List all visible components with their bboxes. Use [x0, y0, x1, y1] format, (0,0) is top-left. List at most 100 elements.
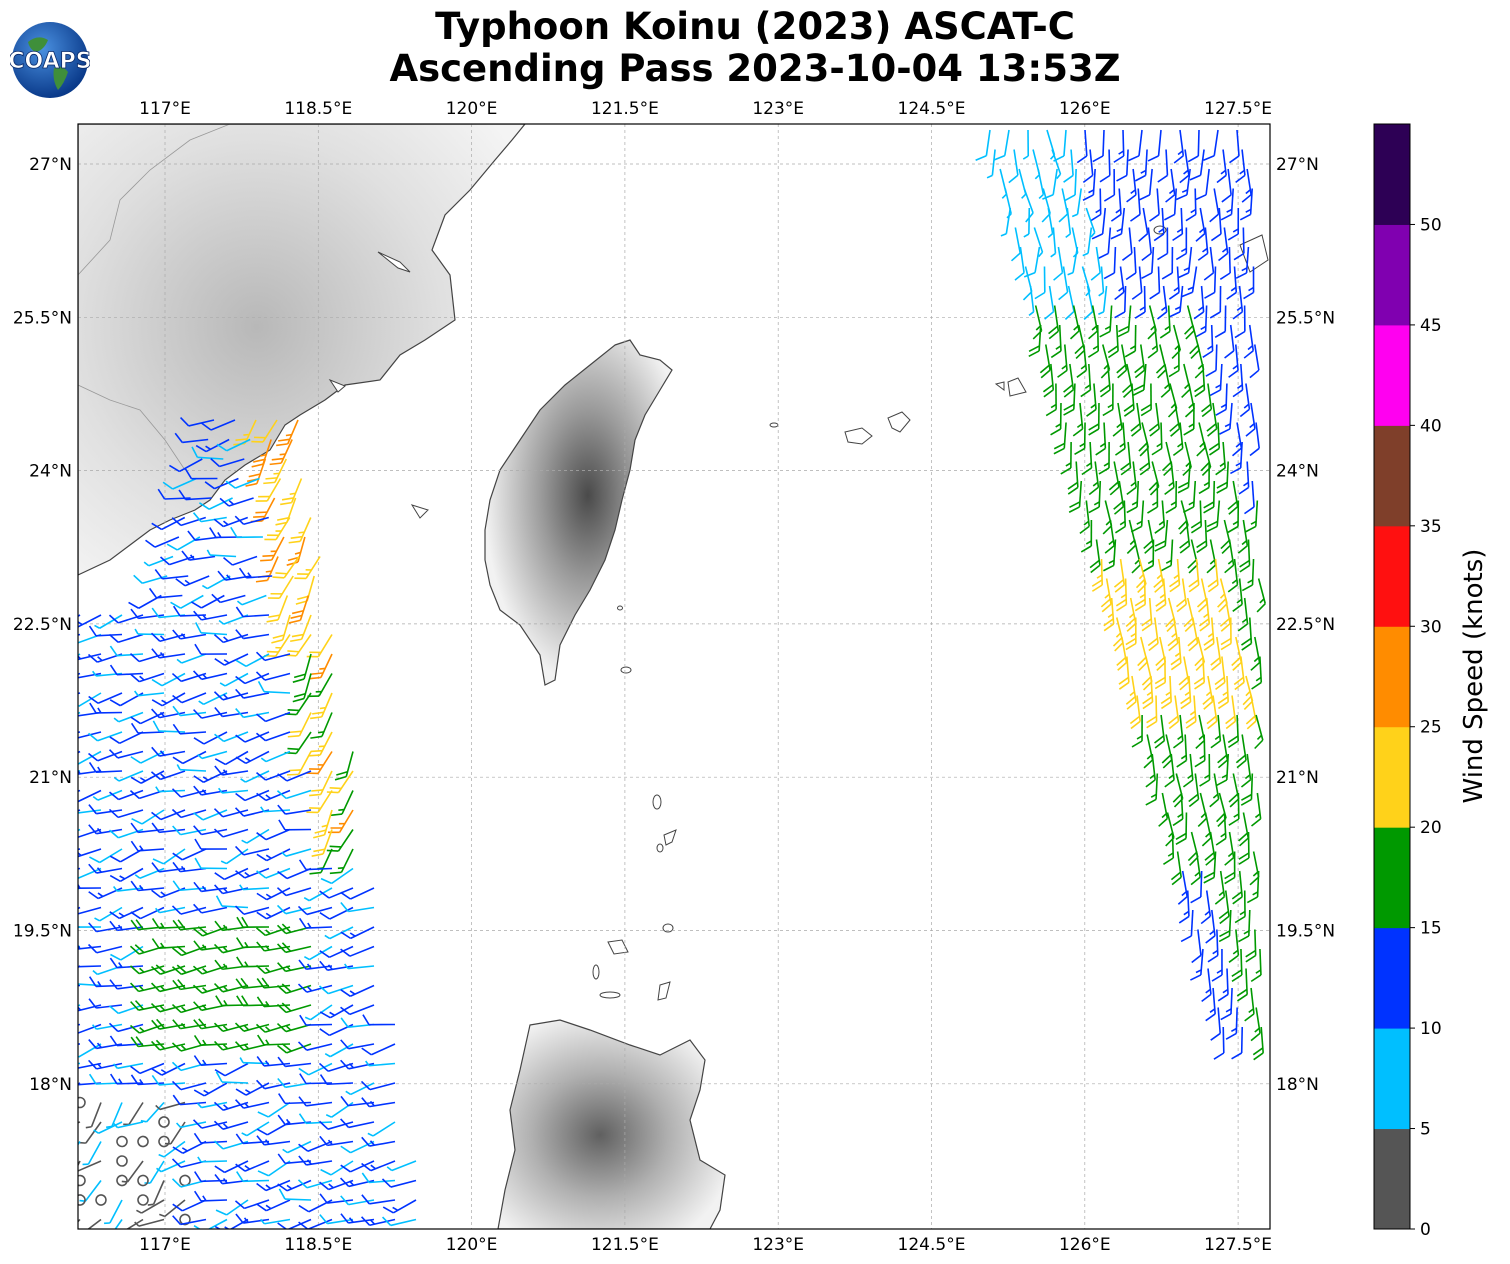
wind-barb — [1235, 149, 1246, 184]
wind-barb — [256, 977, 291, 989]
wind-barb — [172, 825, 207, 836]
wind-barb — [1203, 480, 1216, 514]
lon-tick-label: 123°E — [752, 1235, 804, 1255]
wind-barb — [130, 1062, 165, 1075]
map-title-line1: Typhoon Koinu (2023) ASCAT-C — [435, 5, 1075, 48]
wind-barb — [158, 1116, 170, 1128]
wind-barb — [1088, 461, 1100, 496]
wind-barb — [1117, 305, 1132, 338]
wind-barb — [1088, 402, 1100, 436]
wind-barb — [1147, 129, 1162, 162]
wind-barb — [361, 1194, 396, 1205]
wind-barb — [1079, 500, 1090, 535]
wind-barb — [1227, 480, 1239, 515]
wind-barb — [1168, 695, 1180, 730]
wind-barb — [1163, 188, 1178, 221]
wind-barb — [1130, 500, 1145, 533]
wind-barb — [1159, 305, 1171, 339]
wind-barb — [78, 672, 102, 679]
wind-barb — [361, 1043, 396, 1056]
wind-barb — [150, 770, 186, 781]
wind-barb — [340, 902, 375, 913]
wind-barb — [1076, 129, 1088, 164]
wind-barb — [1141, 227, 1152, 262]
wind-barb — [1082, 168, 1096, 201]
wind-barb — [197, 750, 228, 760]
wind-barb — [140, 1101, 165, 1123]
wind-barb — [1071, 188, 1083, 218]
fujian-coast-islands — [328, 251, 429, 519]
coaps-logo: COAPS — [10, 22, 90, 98]
wind-barb — [319, 1214, 354, 1225]
wind-barb — [277, 1056, 312, 1068]
wind-barb — [1165, 480, 1178, 514]
wind-barb — [310, 712, 333, 739]
wind-barb — [1209, 188, 1220, 223]
wind-barb — [1158, 792, 1169, 827]
wind-barb — [340, 1140, 375, 1154]
wind-barb — [1133, 363, 1147, 396]
wind-barb — [1236, 968, 1248, 1002]
lat-tick-label: 21°N — [29, 768, 72, 788]
wind-barb — [239, 1057, 270, 1065]
wind-barb — [193, 709, 228, 719]
wind-barb — [298, 1096, 333, 1107]
wind-barb — [1169, 285, 1184, 318]
wind-barb — [1128, 129, 1143, 162]
wind-barb — [1126, 480, 1140, 514]
wind-barb — [1099, 149, 1111, 183]
wind-barb — [78, 809, 102, 815]
wind-barb — [1202, 675, 1214, 710]
wind-barb — [134, 628, 165, 636]
wind-barb — [1074, 422, 1086, 456]
wind-barb — [95, 1194, 107, 1206]
wind-barb — [1008, 149, 1019, 184]
wind-barb — [298, 917, 333, 929]
colorbar-tick-label: 45 — [1420, 316, 1442, 336]
wind-barb — [1125, 675, 1137, 710]
wind-barb — [277, 1043, 312, 1054]
wind-barb — [1251, 656, 1263, 690]
wind-barb — [255, 1023, 291, 1033]
wind-barb — [1219, 597, 1231, 632]
wind-barb — [1227, 500, 1240, 534]
wind-barb — [151, 692, 186, 707]
wind-barb — [1063, 149, 1074, 183]
wind-barb — [201, 575, 231, 590]
wind-barb — [1170, 636, 1182, 671]
lon-tick-label: 117°E — [139, 1235, 191, 1255]
wind-barb — [1198, 461, 1210, 495]
wind-barb — [1161, 246, 1174, 280]
wind-barb — [1244, 987, 1255, 1022]
wind-barb — [213, 516, 249, 528]
wind-barb — [1139, 441, 1151, 476]
wind-barb — [1148, 402, 1160, 437]
wind-barb — [235, 750, 270, 765]
wind-barb — [192, 512, 227, 523]
wind-barb — [78, 1023, 81, 1029]
wind-barb — [298, 1113, 333, 1125]
wind-barb — [309, 770, 333, 797]
wind-barb — [256, 1135, 291, 1146]
wind-barb — [236, 995, 270, 1007]
wind-barb — [1230, 441, 1243, 475]
wind-barb — [1172, 422, 1184, 456]
wind-barb — [1217, 734, 1229, 769]
wind-barb — [340, 1160, 375, 1173]
wind-barb — [214, 653, 249, 666]
wind-barb — [259, 1218, 291, 1225]
wind-barb — [1191, 929, 1202, 964]
wind-barb — [213, 983, 249, 993]
wind-barb — [1219, 402, 1233, 435]
wind-barb — [129, 672, 165, 683]
wind-barb — [1022, 129, 1030, 160]
wind-barb — [256, 1179, 291, 1192]
wind-barb — [266, 595, 289, 623]
wind-barb — [1195, 305, 1208, 338]
lon-tick-label: 121.5°E — [591, 99, 659, 119]
wind-barb — [267, 575, 294, 599]
wind-barb — [87, 731, 123, 742]
wind-barb — [1206, 402, 1218, 437]
colorbar-tick-label: 25 — [1420, 718, 1442, 738]
wind-barb — [110, 1073, 144, 1085]
